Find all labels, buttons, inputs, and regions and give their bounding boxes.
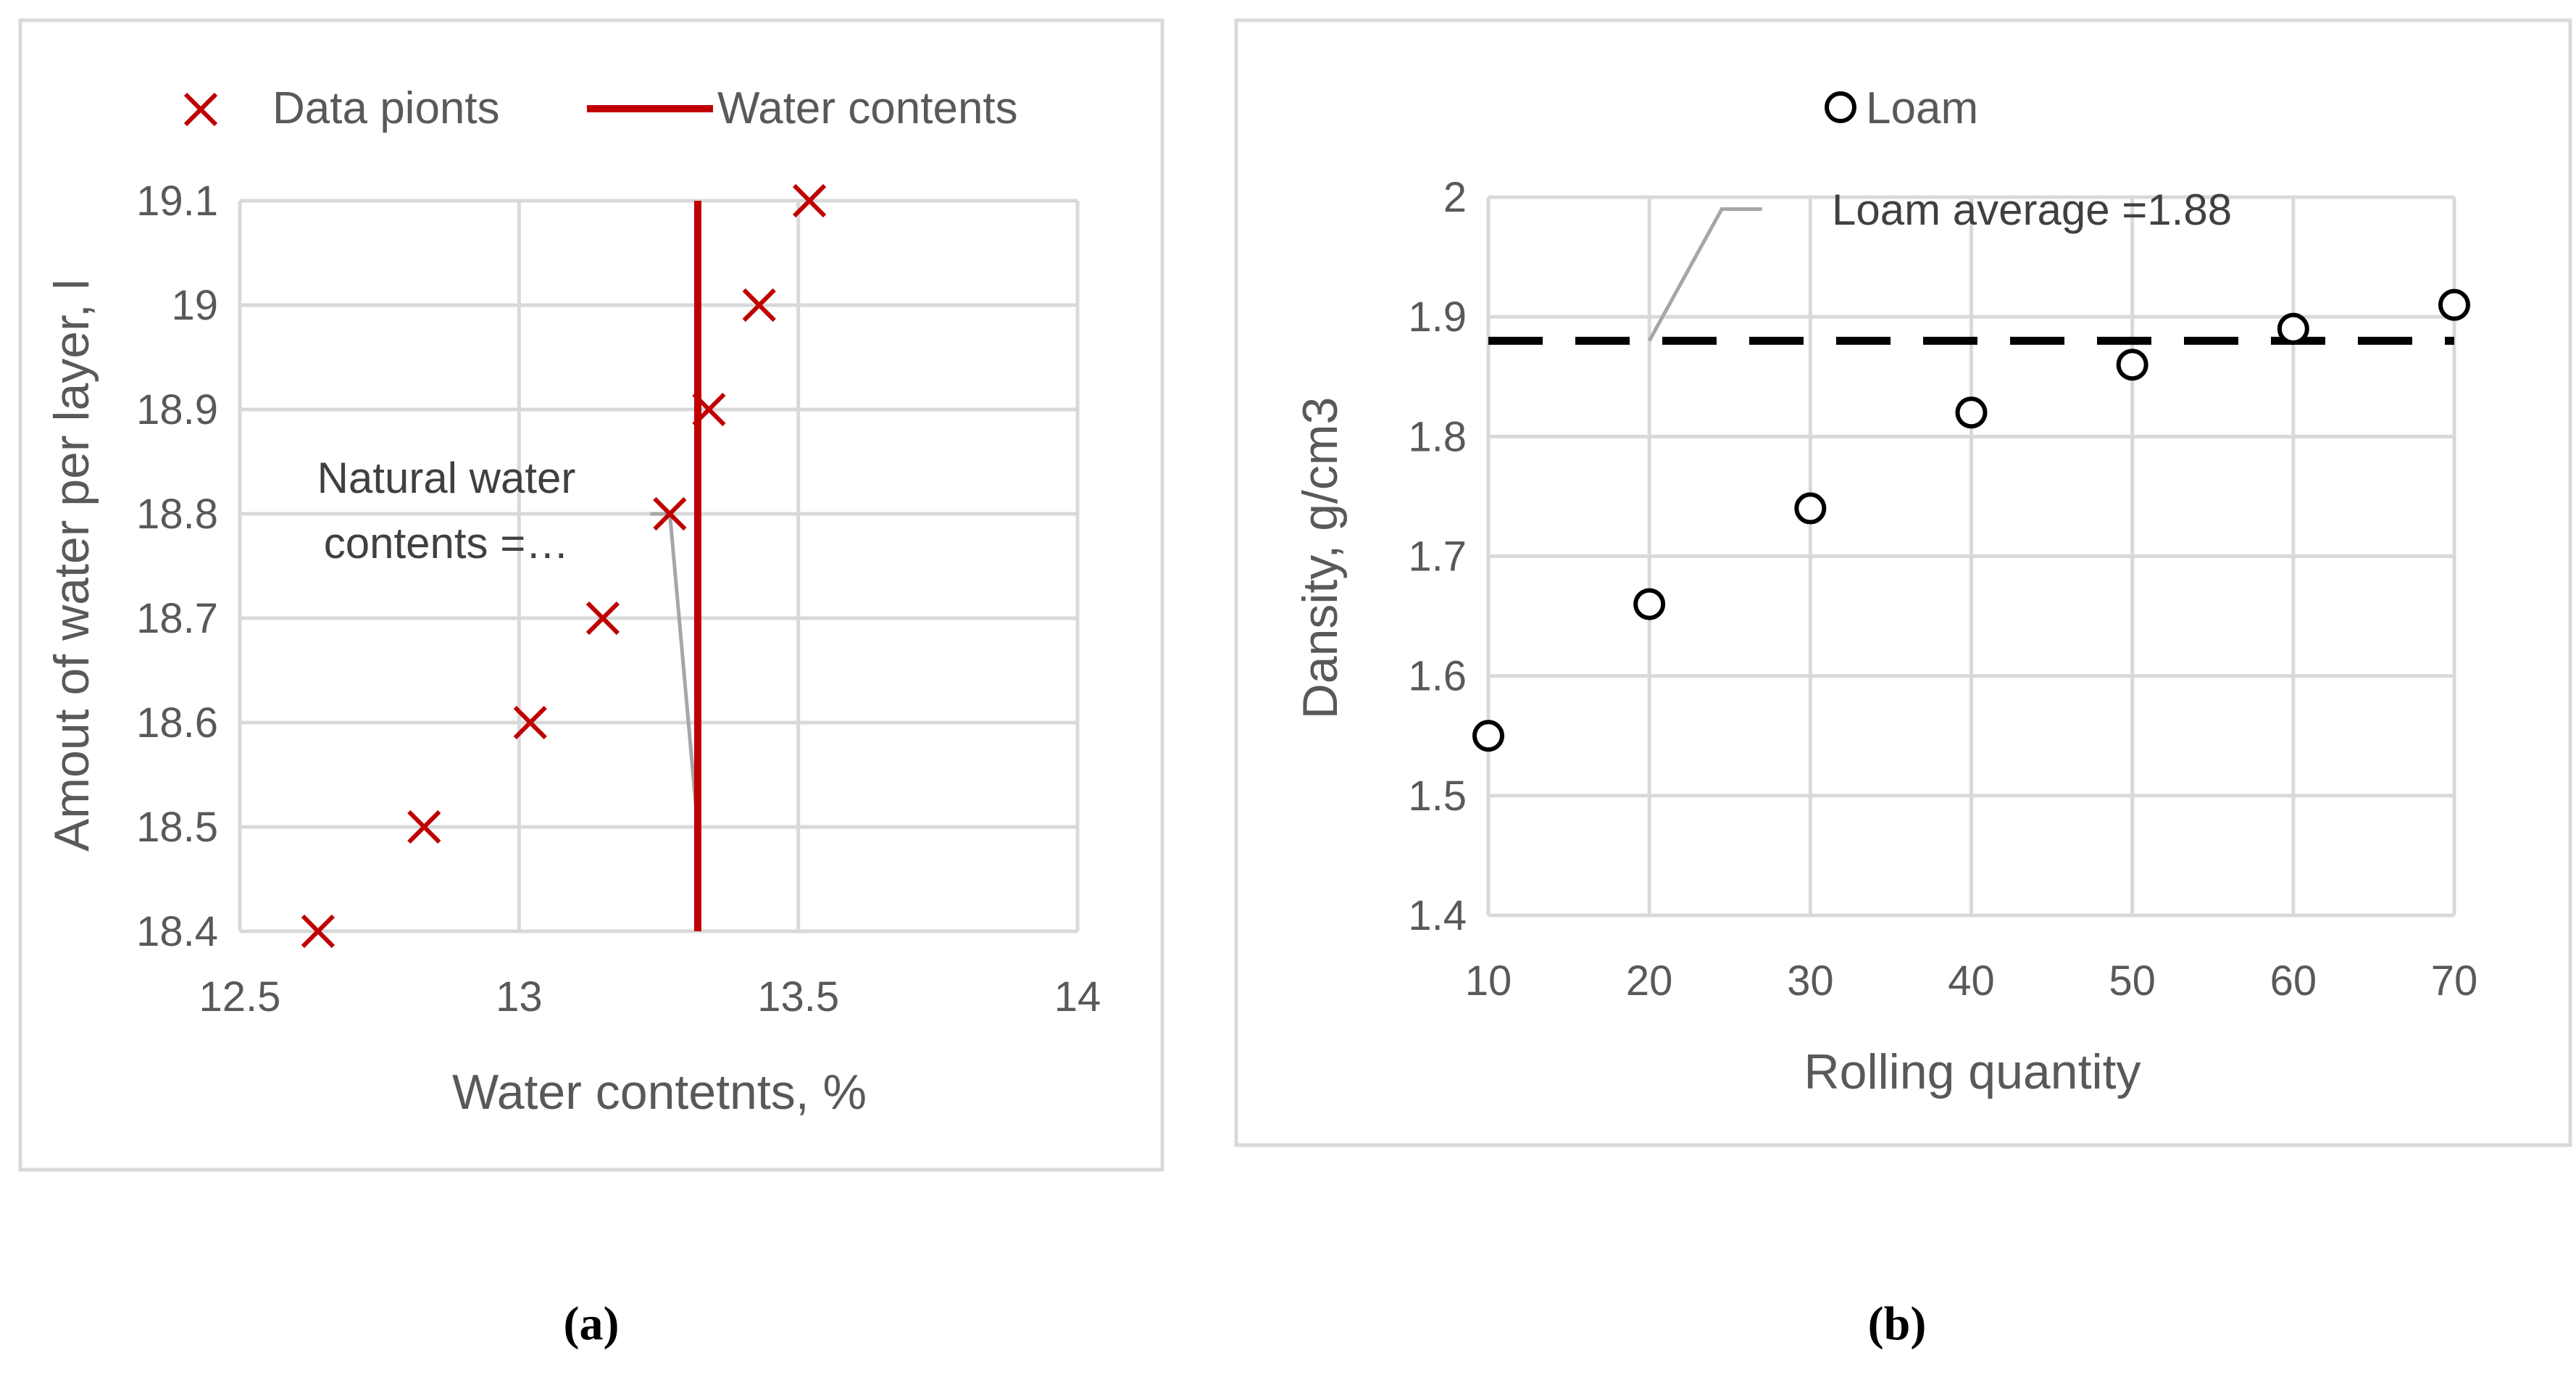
chart-a-tick-labels: 12.5 13 13.5 14 18.4 18.5 18.6 18.7 18.8 18.9 19 19…: [136, 178, 1101, 1020]
chart-a-marks: [301, 183, 827, 949]
y-tick-label: 2: [1443, 174, 1467, 221]
x-marker-stroke: [692, 392, 726, 427]
annotation-leader-line: [1647, 207, 1762, 342]
x-tick-label: 60: [2270, 957, 2317, 1004]
y-tick-label: 1.4: [1408, 892, 1467, 939]
x-axis-title-a: Water contetnts, %: [452, 1065, 867, 1120]
x-tick-label: 40: [1948, 957, 1995, 1004]
y-tick-label: 19.1: [136, 178, 218, 225]
legend-x-marker-2: [183, 92, 218, 127]
data-point-circle: [2116, 349, 2148, 381]
legend-water-contents: Water contents: [717, 83, 1018, 133]
chart-b-marks: [1472, 207, 2470, 752]
x-tick-label: 12.5: [199, 973, 281, 1020]
x-tick-label: 13.5: [757, 973, 839, 1020]
data-point-circle: [1633, 588, 1666, 620]
x-axis-title-b: Rolling quantity: [1804, 1044, 2141, 1099]
x-marker-stroke: [301, 914, 335, 949]
y-axis-title-a: Amout of water per layer, l: [44, 279, 99, 852]
chart-a-frame: [18, 18, 1164, 1172]
x-marker-stroke: [407, 810, 441, 844]
y-tick-label: 18.7: [136, 595, 218, 642]
x-marker-stroke: [513, 705, 547, 740]
chart-a: 12.5 13 13.5 14 18.4 18.5 18.6 18.7 18.8 18.9 19 19…: [18, 18, 1164, 1172]
y-tick-label: 18.4: [136, 908, 218, 955]
y-tick-label: 18.5: [136, 804, 218, 851]
legend-loam-marker: [1825, 91, 1856, 123]
y-tick-label: 1.9: [1408, 294, 1467, 341]
data-point-x-marker: [513, 705, 547, 740]
annotation-line2: contents =…: [324, 519, 570, 567]
annotation-line1: Natural water: [317, 454, 576, 502]
data-point-x-marker: [585, 601, 620, 636]
data-point-x-marker: [692, 392, 726, 427]
chart-b: 10 20 30 40 50 60 70 1.4 1.5 1.6 1.7 1.8 1.9 2 Loam L…: [1234, 18, 2572, 1147]
x-tick-label: 20: [1626, 957, 1673, 1004]
y-tick-label: 19: [171, 282, 218, 329]
data-point-circle: [1955, 396, 1988, 429]
x-marker-stroke: [585, 601, 620, 636]
y-tick-label: 1.5: [1408, 773, 1467, 820]
y-tick-label: 18.6: [136, 699, 218, 746]
data-point-circle: [1472, 720, 1504, 752]
y-tick-label: 18.9: [136, 386, 218, 433]
x-tick-label: 14: [1054, 973, 1101, 1020]
chart-b-tick-labels: 10 20 30 40 50 60 70 1.4 1.5 1.6 1.7 1.8 1.9 2: [1408, 174, 2477, 1004]
x-marker-stroke: [792, 183, 827, 218]
y-tick-label: 1.7: [1408, 533, 1467, 581]
caption-b: (b): [1868, 1297, 1927, 1350]
y-axis-title-b: Dansity, g/cm3: [1293, 397, 1348, 720]
data-point-x-marker: [653, 496, 687, 531]
x-tick-label: 50: [2109, 957, 2156, 1004]
annotation-loam-average: Loam average =1.88: [1832, 186, 2232, 234]
y-tick-label: 1.8: [1408, 413, 1467, 460]
data-point-circle: [2277, 312, 2309, 345]
x-tick-label: 30: [1787, 957, 1834, 1004]
y-tick-label: 1.6: [1408, 653, 1467, 700]
legend-loam: Loam: [1866, 83, 1978, 133]
x-tick-label: 10: [1465, 957, 1512, 1004]
x-marker-stroke: [653, 496, 687, 531]
legend-data-points: Data pionts: [272, 83, 500, 133]
data-point-circle: [1794, 492, 1827, 525]
data-point-x-marker: [742, 288, 776, 323]
caption-a: (a): [564, 1297, 620, 1350]
x-tick-label: 13: [496, 973, 543, 1020]
x-tick-label: 70: [2431, 957, 2478, 1004]
data-point-x-marker: [301, 914, 335, 949]
data-point-x-marker: [407, 810, 441, 844]
data-point-circle: [2438, 288, 2470, 321]
data-point-x-marker: [792, 183, 827, 218]
chart-b-frame: [1234, 18, 2572, 1147]
x-marker-stroke: [742, 288, 776, 323]
y-tick-label: 18.8: [136, 491, 218, 538]
